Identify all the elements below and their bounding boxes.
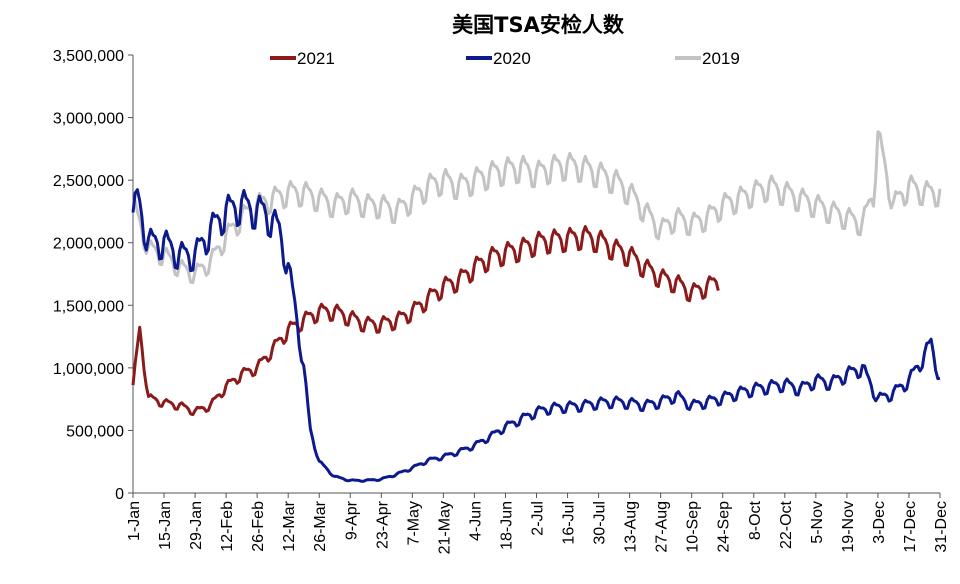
x-tick-label: 23-Apr xyxy=(374,500,391,549)
x-tick-label: 12-Feb xyxy=(219,501,236,552)
y-tick-label: 500,000 xyxy=(66,423,124,440)
x-tick-label: 24-Sep xyxy=(716,501,733,553)
series-line-2020 xyxy=(131,188,941,483)
x-tick-label: 26-Mar xyxy=(312,500,329,551)
series-line-2019 xyxy=(132,130,942,285)
legend-label-2021: 2021 xyxy=(297,49,335,68)
legend-label-2019: 2019 xyxy=(702,49,740,68)
x-tick-label: 9-Apr xyxy=(343,500,360,540)
legend-label-2020: 2020 xyxy=(493,49,531,68)
y-tick-label: 1,000,000 xyxy=(53,361,124,378)
x-tick-label: 22-Oct xyxy=(778,500,795,549)
x-tick-label: 19-Nov xyxy=(840,501,857,553)
x-tick-label: 13-Aug xyxy=(623,501,640,553)
x-tick-label: 2-Jul xyxy=(530,501,547,536)
x-tick-label: 26-Feb xyxy=(250,501,267,552)
x-tick-label: 4-Jun xyxy=(467,501,484,541)
x-tick-label: 10-Sep xyxy=(685,501,702,553)
series-line-2021 xyxy=(131,225,720,417)
x-tick-label: 17-Dec xyxy=(902,501,919,553)
y-tick-label: 2,000,000 xyxy=(53,236,124,253)
x-tick-label: 5-Nov xyxy=(809,501,826,544)
y-tick-label: 3,500,000 xyxy=(53,48,124,65)
legend: 2021 2020 2019 xyxy=(270,49,740,68)
axes: 0 500,000 1,000,000 1,500,000 2,000,000 2,500… xyxy=(53,48,950,554)
x-tick-label: 12-Mar xyxy=(281,500,298,551)
x-tick-label: 1-Jan xyxy=(126,501,143,541)
x-tick-label: 27-Aug xyxy=(654,501,671,553)
x-tick-label: 8-Oct xyxy=(747,500,764,540)
x-tick-label: 30-Jul xyxy=(592,501,609,545)
x-tick-label: 18-Jun xyxy=(498,501,515,550)
x-tick-label: 15-Jan xyxy=(157,501,174,550)
x-tick-label: 7-May xyxy=(405,501,422,545)
x-tick-label: 31-Dec xyxy=(933,501,950,553)
y-tick-label: 0 xyxy=(115,486,124,503)
y-tick-label: 3,000,000 xyxy=(53,111,124,128)
x-tick-label: 21-May xyxy=(436,501,453,554)
x-tick-label: 16-Jul xyxy=(561,501,578,545)
chart-title: 美国TSA安检人数 xyxy=(452,13,625,37)
y-tick-label: 2,500,000 xyxy=(53,173,124,190)
x-tick-label: 3-Dec xyxy=(871,501,888,544)
series-layer xyxy=(131,130,942,483)
y-tick-label: 1,500,000 xyxy=(53,298,124,315)
x-tick-label: 29-Jan xyxy=(188,501,205,550)
